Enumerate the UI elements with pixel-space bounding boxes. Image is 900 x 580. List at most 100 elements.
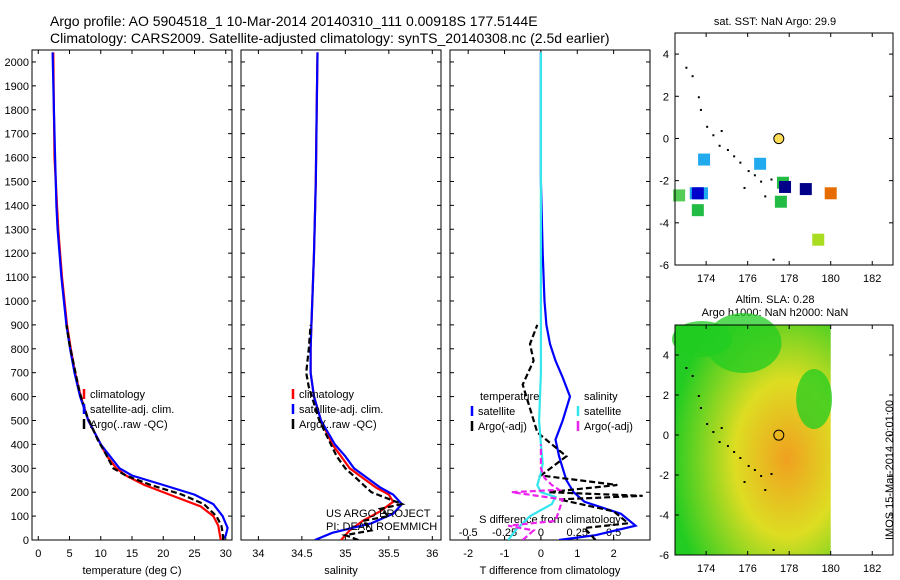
temperature-series-line-1 [51,52,229,540]
salinity-profile-panel: 34 34.5 35 35.5 36 salinity climatology satelli… [240,49,442,577]
difference-x-tick-label: 1 [574,548,580,560]
temperature-x-tick-label: 20 [157,548,169,560]
coastline-dot [733,155,736,158]
coastline-dot [712,431,715,433]
sla_map-x-tick-label: 178 [780,563,798,575]
salinity-series-line-2 [305,324,406,540]
difference-x2-tick-label: -0.5 [459,527,478,539]
coastline-dot [747,170,750,173]
depth-tick-label: 600 [11,392,29,404]
sst_map-y-tick-label: 2 [663,91,669,103]
coastline-dot [760,180,763,183]
depth-tick-label: 100 [11,511,29,523]
depth-tick-label: 1800 [5,105,29,117]
depth-tick-label: 200 [11,487,29,499]
sst-map-panel: sat. SST: NaN Argo: 29.9 174 176 178 180 182… [659,16,894,285]
difference-x2-tick-label: 0 [538,527,544,539]
sst_map-y-tick-label: 0 [663,133,669,145]
difference-x-tick-label: 0 [538,548,544,560]
sla-map-title-line-1: Altim. SLA: 0.28 [736,294,815,306]
salinity-legend-entry: Argo(..raw -QC) [299,419,377,431]
coastline-dot [770,473,773,475]
sst_map-x-tick-label: 174 [697,273,715,285]
sst-observation-square [774,195,787,208]
depth-tick-label: 700 [11,368,29,380]
depth-tick-label: 400 [11,439,29,451]
sst_map-y-tick-label: -6 [659,260,669,272]
temperature-x-tick-label: 10 [95,548,107,560]
temperature-x-tick-label: 0 [35,548,41,560]
sst-map-title: sat. SST: NaN Argo: 29.9 [714,16,836,28]
sla_map-y-tick-label: 2 [663,390,669,402]
sst_map-x-tick-label: 176 [738,273,756,285]
salinity-legend-entry: climatology [299,389,355,401]
coastline-dot [691,75,694,78]
difference-s-difference-axis-label: S difference from climatology [479,514,621,526]
sst_map-y-tick-label: 4 [663,49,669,61]
temperature-profile-panel: 0100200300400500600700800900100011001200… [5,49,233,577]
salinity-x-axis-label: salinity [324,565,358,577]
sla-map-panel: Altim. SLA: 0.28 Argo h1000: NaN h2000: … [659,294,894,575]
depth-tick-label: 900 [11,320,29,332]
coastline-dot [739,457,742,459]
sla-map-title-line-2: Argo h1000: NaN h2000: NaN [702,307,849,319]
coastline-dot [699,407,702,409]
depth-tick-label: 1100 [5,272,29,284]
sst_map-y-tick-label: -4 [659,218,669,230]
difference-plot-frame [449,49,651,541]
salinity-x-tick-label: 34 [252,548,264,560]
sst-observation-square [691,204,704,217]
depth-tick-label: 1300 [5,224,29,236]
depth-tick-label: 0 [23,535,29,547]
difference-legend-salinity-entry: salinity [584,391,618,403]
temperature-legend-entry: Argo(..raw -QC) [90,419,168,431]
temperature-x-tick-label: 5 [66,548,72,560]
difference-x-axis-label: T difference from climatology [480,565,621,577]
depth-tick-label: 500 [11,415,29,427]
sla_map-x-tick-label: 180 [822,563,840,575]
coastline-dot [685,367,688,369]
coastline-dot [739,161,742,164]
depth-tick-label: 300 [11,463,29,475]
temperature-x-axis-label: temperature (deg C) [82,565,181,577]
difference-x-tick-label: -2 [463,548,473,560]
sst-map-frame [674,32,894,266]
temperature-legend-entry: climatology [90,389,146,401]
difference-profile-panel: -2 -1 0 1 2-0.5 -0.25 0 0.25 0.5S difference fro… [449,49,651,577]
sla-low-patch [796,369,833,429]
sla-low-patch [671,321,732,357]
sst-observation-square [691,187,704,200]
coastline-dot [770,178,773,181]
coastline-dot [772,258,775,261]
depth-tick-label: 800 [11,344,29,356]
sla_map-x-tick-label: 174 [697,563,715,575]
sla_map-y-tick-label: -4 [659,510,669,522]
depth-tick-label: 1500 [5,176,29,188]
coastline-dot [718,144,721,147]
argo-profile-marker [773,429,785,441]
depth-tick-label: 1000 [5,296,29,308]
temperature-series-line-2 [65,324,225,540]
coastline-dot [733,451,736,453]
coastline-dot [743,481,746,483]
temperature-x-tick-label: 25 [188,548,200,560]
sst_map-x-tick-label: 178 [780,273,798,285]
coastline-dot [772,549,775,551]
coastline-dot [764,489,767,491]
figure-title-line-2: Climatology: CARS2009. Satellite-adjuste… [50,30,610,46]
salinity-x-tick-label: 35 [339,548,351,560]
depth-tick-label: 1700 [5,129,29,141]
salinity-x-tick-label: 36 [426,548,438,560]
coastline-dot [718,441,721,443]
difference-legend-temperature-entry: satellite [478,406,515,418]
sst-observation-square [779,180,792,193]
sst-observation-square [799,183,812,196]
coastline-dot [747,465,750,467]
difference-series-line-2 [507,52,558,540]
argo-profile-marker [773,133,785,145]
sst-observation-square [698,153,711,166]
coastline-dot [720,427,723,429]
coastline-dot [691,375,694,377]
temperature-plot-frame [31,49,233,541]
coastline-dot [753,174,756,177]
